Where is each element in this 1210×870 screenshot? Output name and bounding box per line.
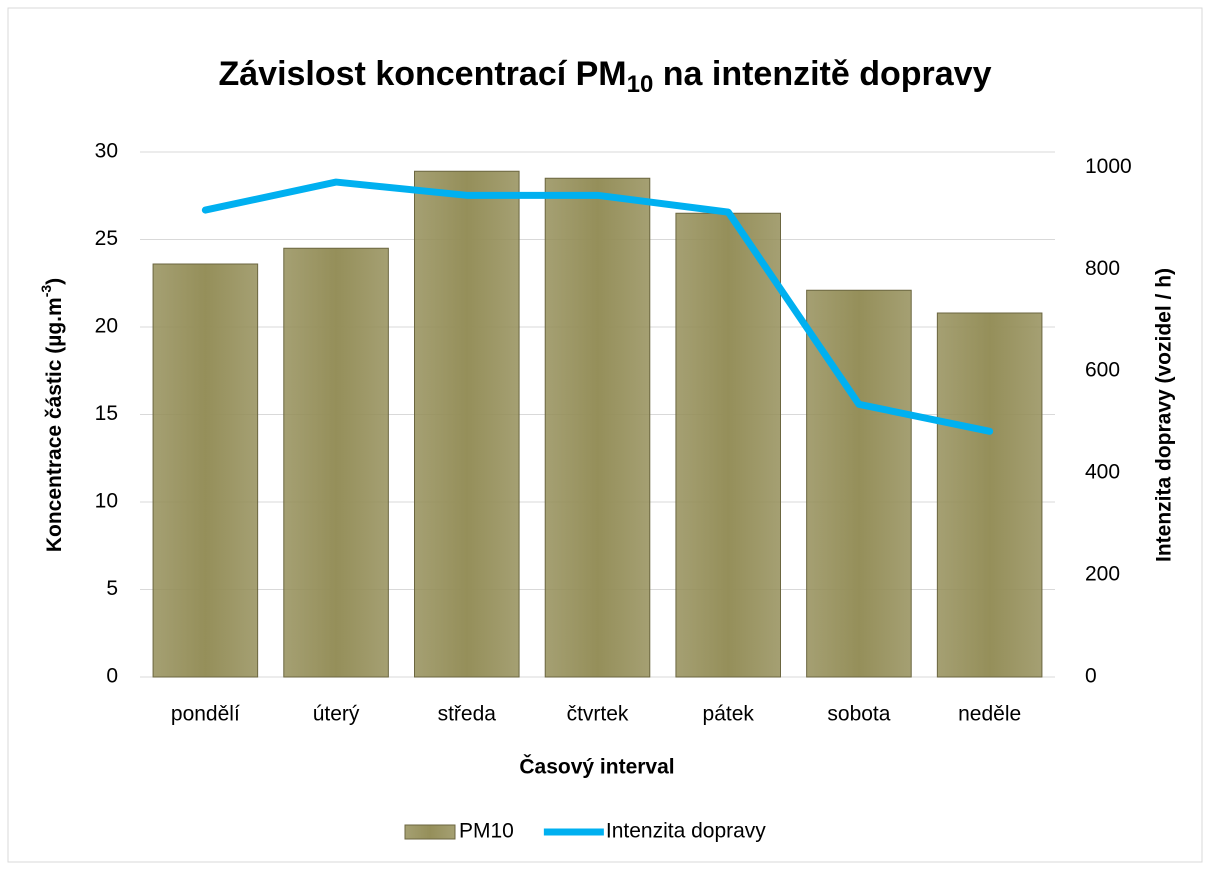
y-title-end: ) (43, 278, 66, 285)
legend-label: Intenzita dopravy (606, 820, 766, 843)
x-tick-label: sobota (827, 703, 890, 726)
x-tick-label: pátek (703, 703, 755, 726)
line (201, 178, 994, 435)
legend-label: PM10 (459, 820, 514, 843)
x-tick-label: úterý (313, 703, 360, 726)
y-title-main: Koncentrace částic (µg.m (43, 297, 66, 552)
y2-tick-label: 400 (1085, 461, 1120, 484)
bar (936, 312, 1043, 678)
x-tick-label: pondělí (171, 703, 240, 726)
bar (414, 170, 520, 678)
y2-tick-label: 200 (1085, 563, 1120, 586)
bar (152, 263, 259, 678)
title-end: na intenzitě dopravy (653, 55, 991, 93)
bar (544, 177, 651, 678)
y-tick-label: 30 (95, 140, 118, 163)
y-tick-label: 10 (95, 490, 118, 513)
y-tick-label: 15 (95, 402, 118, 425)
y2-tick-label: 600 (1085, 359, 1120, 382)
title-main: Závislost koncentrací PM (218, 55, 626, 93)
y2-tick-label: 800 (1085, 257, 1120, 280)
bar (283, 247, 389, 678)
y2-tick-label: 1000 (1085, 155, 1132, 178)
title-sub: 10 (627, 71, 654, 98)
y-tick-label: 20 (95, 315, 118, 338)
chart-title: Závislost koncentrací PM10 na intenzitě … (218, 55, 991, 98)
y-title-sup: -3 (38, 285, 54, 298)
y-tick-label: 5 (106, 577, 118, 600)
y-tick-label: 25 (95, 227, 118, 250)
y2-tick-label: 0 (1085, 665, 1097, 688)
x-tick-label: čtvrtek (567, 703, 629, 726)
y-tick-label: 0 (106, 665, 118, 688)
x-tick-label: neděle (958, 703, 1021, 726)
bar (675, 212, 782, 678)
x-tick-label: středa (438, 703, 497, 726)
legend-swatch (404, 824, 456, 840)
y2-axis-title: Intenzita dopravy (vozidel / h) (1153, 268, 1176, 562)
y-axis-title: Koncentrace částic (µg.m-3) (38, 278, 66, 552)
x-axis-title: Časový interval (519, 755, 674, 779)
